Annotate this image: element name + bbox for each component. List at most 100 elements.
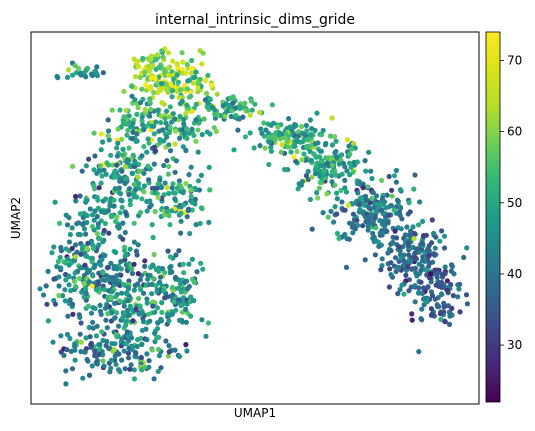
scatter-point [149, 281, 155, 287]
scatter-point [109, 341, 115, 347]
scatter-point [133, 306, 139, 312]
scatter-point [179, 189, 185, 195]
scatter-point [373, 193, 380, 199]
scatter-point [188, 164, 194, 170]
scatter-point [63, 277, 69, 283]
scatter-point [94, 323, 100, 329]
scatter-point [133, 138, 139, 144]
scatter-point [333, 138, 339, 144]
scatter-point [379, 228, 385, 234]
scatter-point [354, 217, 360, 223]
scatter-point [332, 150, 338, 156]
scatter-point [391, 207, 397, 213]
scatter-point [288, 149, 294, 155]
scatter-point [150, 262, 156, 268]
scatter-point [388, 202, 394, 209]
scatter-point [157, 274, 164, 280]
scatter-point [193, 69, 199, 75]
scatter-point [362, 158, 368, 164]
scatter-point [51, 244, 57, 250]
scatter-point [181, 270, 187, 276]
scatter-point [118, 258, 124, 265]
scatter-point [159, 309, 165, 315]
scatter-point [434, 270, 440, 277]
scatter-point [161, 66, 167, 72]
scatter-point [83, 74, 89, 80]
scatter-point [412, 299, 418, 305]
scatter-point [152, 339, 158, 345]
scatter-point [155, 195, 161, 201]
scatter-point [248, 98, 255, 104]
scatter-point [169, 311, 175, 317]
scatter-point [191, 279, 197, 285]
scatter-point [135, 174, 141, 180]
scatter-point [120, 146, 126, 152]
scatter-point [397, 212, 403, 218]
scatter-point [99, 173, 105, 179]
scatter-point [334, 154, 340, 160]
scatter-point [63, 246, 69, 252]
scatter-point [351, 141, 357, 147]
scatter-point [166, 343, 172, 349]
scatter-point [66, 274, 72, 280]
scatter-point [121, 88, 127, 94]
scatter-point [348, 164, 354, 170]
scatter-point [193, 138, 199, 144]
scatter-point [397, 187, 403, 193]
scatter-point [416, 349, 422, 355]
scatter-point [388, 272, 394, 278]
scatter-point [307, 117, 313, 123]
scatter-point [152, 75, 158, 81]
scatter-point [181, 130, 187, 137]
scatter-point [162, 180, 168, 186]
scatter-point [43, 283, 49, 289]
scatter-point [93, 333, 100, 339]
scatter-point [169, 185, 175, 191]
scatter-point [179, 50, 185, 56]
scatter-point [156, 353, 162, 359]
scatter-point [86, 156, 92, 162]
scatter-point [101, 209, 107, 216]
scatter-point [147, 272, 153, 278]
scatter-point [83, 231, 89, 237]
scatter-point [329, 156, 335, 162]
scatter-point [184, 348, 190, 354]
scatter-point [336, 235, 342, 241]
scatter-point [156, 346, 162, 352]
scatter-point [100, 352, 106, 358]
scatter-point [188, 93, 194, 99]
scatter-point [196, 80, 202, 86]
scatter-point [355, 190, 361, 196]
scatter-point [65, 256, 71, 262]
scatter-point [138, 287, 144, 293]
scatter-point [90, 325, 96, 331]
scatter-point [55, 75, 61, 81]
scatter-point [304, 128, 310, 134]
scatter-point [152, 208, 158, 215]
scatter-point [204, 129, 210, 135]
scatter-point [268, 148, 274, 154]
scatter-point [141, 183, 147, 189]
scatter-point [145, 276, 151, 282]
scatter-point [174, 72, 180, 78]
scatter-point [257, 143, 263, 149]
scatter-point [204, 90, 210, 96]
scatter-point [40, 292, 47, 298]
scatter-point [64, 331, 71, 338]
scatter-point [183, 342, 189, 348]
scatter-point [449, 263, 455, 270]
scatter-point [114, 162, 120, 168]
scatter-point [191, 298, 197, 304]
scatter-point [190, 80, 196, 86]
scatter-point [89, 72, 95, 79]
scatter-point [92, 153, 98, 159]
scatter-point [121, 248, 128, 254]
scatter-point [193, 101, 199, 107]
scatter-point [369, 220, 375, 226]
scatter-point [200, 266, 206, 272]
scatter-point [129, 93, 135, 99]
scatter-point [146, 177, 152, 183]
scatter-point [78, 339, 84, 345]
scatter-point [142, 263, 148, 269]
